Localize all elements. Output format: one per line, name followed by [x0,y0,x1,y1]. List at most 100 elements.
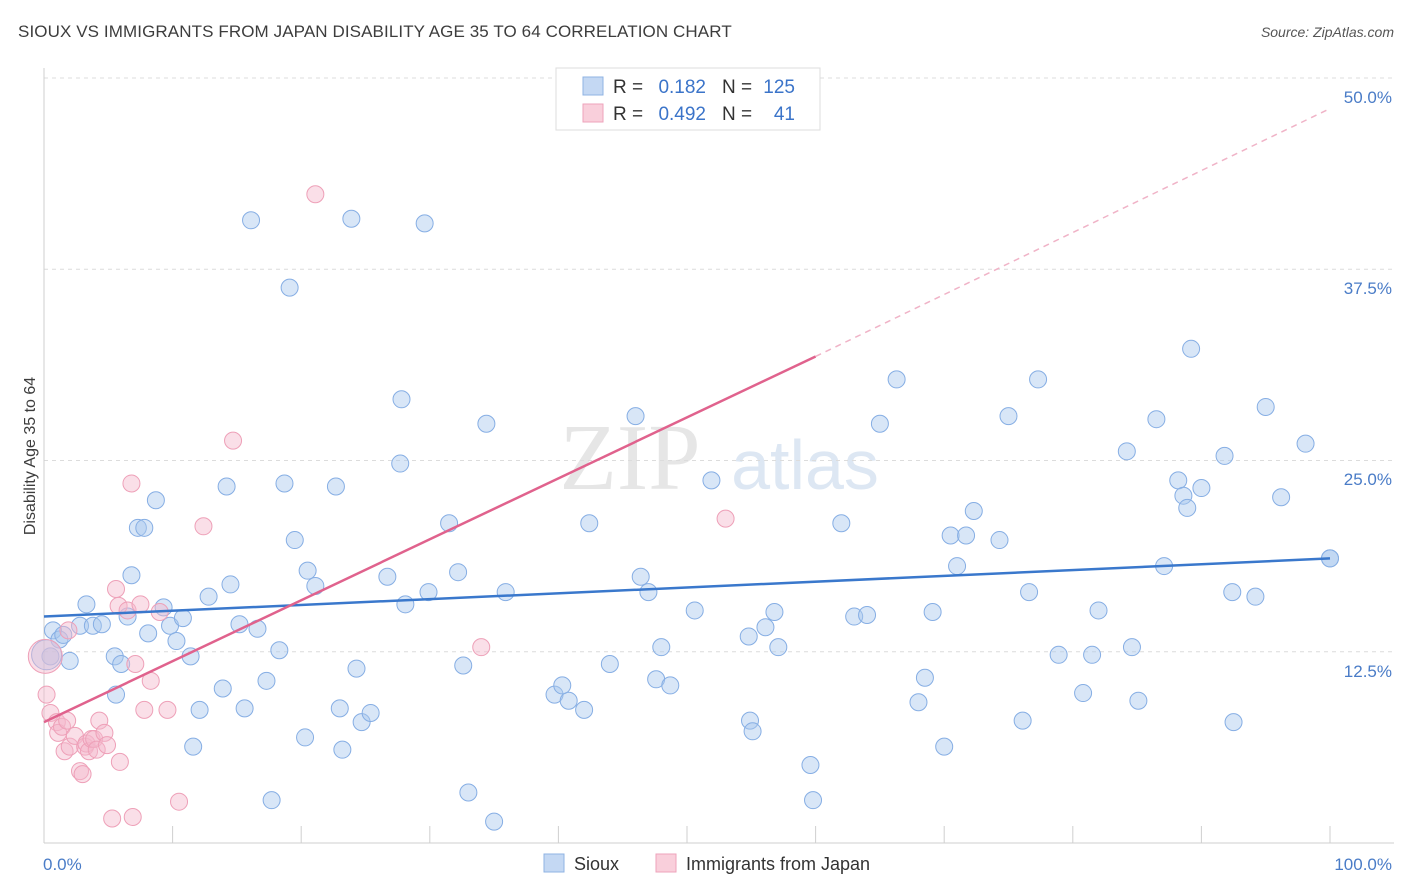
sioux-point [275,474,294,493]
sioux-point [139,624,158,643]
sioux-point [330,699,349,718]
sioux-point [804,791,823,810]
sioux-point [135,518,154,537]
sioux-point [964,501,983,520]
legend-bottom: Sioux Immigrants from Japan [543,853,870,874]
sioux-point [1074,684,1093,703]
sioux-point [1192,479,1211,498]
sioux-point [1129,691,1148,710]
sioux-point [112,654,131,673]
sioux-point [419,583,438,602]
sioux-point [167,632,186,651]
legend-n-label-2: N = [722,104,752,125]
japan-point [27,638,63,674]
sioux-point [743,722,762,741]
sioux-point [1223,583,1242,602]
legend-bottom-japan: Immigrants from Japan [686,854,870,874]
legend-bottom-swatch-sioux [543,853,565,873]
sioux-point [270,641,289,660]
sioux-point [199,587,218,606]
y-tick-37-5: 37.5% [1344,279,1392,298]
sioux-point [415,214,434,233]
sioux-point [449,563,468,582]
x-tick-max: 100.0% [1334,855,1392,874]
sioux-point [396,595,415,614]
sioux-point [122,566,141,585]
sioux-point [190,700,209,719]
japan-point [37,685,56,704]
sioux-point [626,407,645,426]
sioux-point [128,518,147,537]
sioux-point [600,654,619,673]
watermark-atlas: atlas [731,426,879,504]
y-tick-12-5: 12.5% [1344,662,1392,681]
sioux-point [1296,434,1315,453]
sioux-point [887,370,906,389]
sioux-point [60,651,79,670]
sioux-point [217,477,236,496]
sioux-point [1083,645,1102,664]
sioux-point [1215,446,1234,465]
sioux-point [553,676,572,695]
sioux-point [184,737,203,756]
sioux-point [580,514,599,533]
sioux-point [909,693,928,712]
legend-r-label-2: R = [613,104,643,125]
sioux-point [702,471,721,490]
sioux-point [1117,442,1136,461]
japan-point [122,474,141,493]
sioux-point [1049,645,1068,664]
sioux-point [242,211,261,230]
legend-swatch-sioux [582,76,604,96]
sioux-point [1013,711,1032,730]
sioux-point [235,699,254,718]
japan-point [87,740,106,759]
legend-n-value-1: 125 [763,77,795,98]
sioux-point [685,601,704,620]
sioux-point [477,414,496,433]
sioux-point [652,638,671,657]
y-tick-50: 50.0% [1344,88,1392,107]
sioux-point [257,671,276,690]
sioux-point [1089,601,1108,620]
sioux-point [285,531,304,550]
sioux-point [496,583,515,602]
japan-point [123,807,142,826]
sioux-point [957,526,976,545]
sioux-point [741,711,760,730]
sioux-point [801,755,820,774]
sioux-point [1272,488,1291,507]
sioux-points [31,209,1339,831]
japan-point [224,431,243,450]
source-label: Source: ZipAtlas.com [1260,24,1394,40]
sioux-point [923,602,942,621]
sioux-point [221,575,240,594]
japan-point [716,509,735,528]
y-tick-25: 25.0% [1344,470,1392,489]
japan-point [107,580,126,599]
x-tick-min: 0.0% [43,855,82,874]
japan-trend-extension [815,107,1331,358]
sioux-point [41,647,60,666]
sioux-point [378,567,397,586]
sioux-point [361,703,380,722]
sioux-point [769,638,788,657]
sioux-point [915,668,934,687]
sioux-point [999,407,1018,426]
sioux-point [296,728,315,747]
sioux-point [870,414,889,433]
japan-point [170,792,189,811]
japan-points [27,185,735,828]
sioux-point [1224,713,1243,732]
y-axis-label: Disability Age 35 to 64 [22,377,39,535]
japan-point [53,717,72,736]
sioux-point [213,679,232,698]
japan-point [126,654,145,673]
sioux-point [77,595,96,614]
sioux-point [1182,339,1201,358]
legend-swatch-japan [582,103,604,123]
japan-point [306,185,325,204]
sioux-point [1174,486,1193,505]
japan-point [73,765,92,784]
